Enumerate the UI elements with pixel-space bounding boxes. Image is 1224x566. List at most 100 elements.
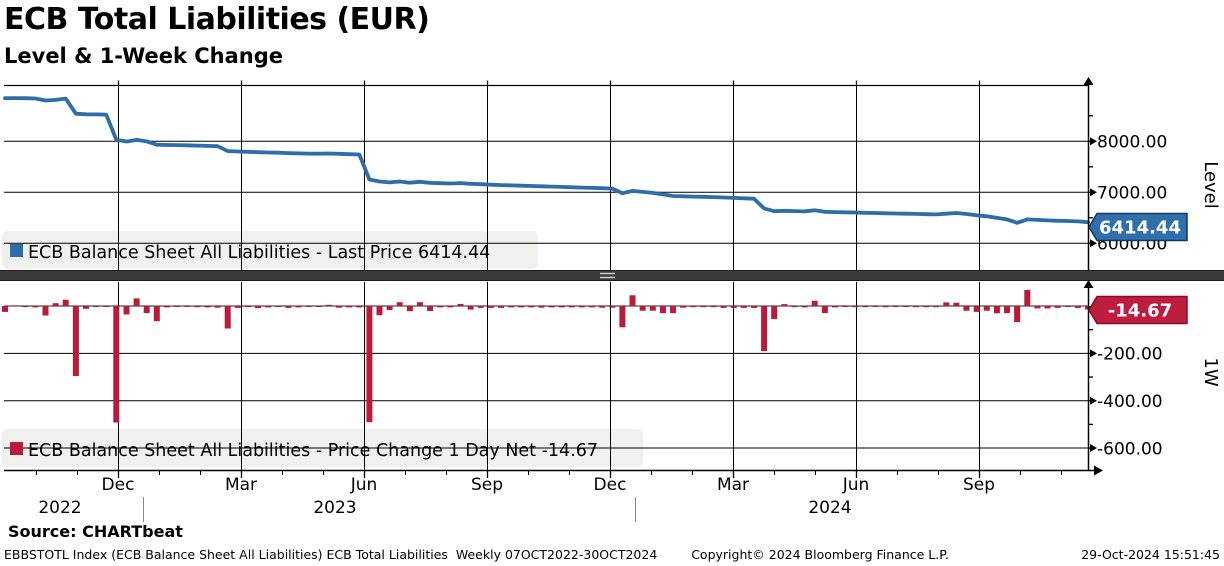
x-axis-arrow-right (1094, 465, 1103, 476)
change-bar (619, 306, 626, 328)
change-bar (882, 306, 889, 308)
change-bar (609, 306, 616, 308)
change-bar (62, 299, 69, 306)
change-bar (589, 306, 595, 308)
change-bar (234, 306, 241, 308)
change-bar (467, 306, 474, 310)
change-bar (892, 306, 899, 307)
change-bar (336, 306, 342, 308)
legend-level-marker (10, 244, 23, 257)
change-bar (902, 306, 909, 307)
change-bar (204, 306, 211, 308)
page-title: ECB Total Liabilities (EUR) (4, 2, 430, 37)
change-bar (376, 306, 383, 316)
change-bar (72, 306, 79, 377)
change-bar (953, 302, 960, 306)
change-bar (670, 306, 676, 314)
change-bar (184, 306, 191, 307)
change-bar (498, 306, 504, 308)
xlabel-mar-2023: Mar (225, 475, 257, 495)
change-bar (487, 306, 494, 308)
change-bar (346, 306, 353, 308)
change-bar (437, 306, 444, 308)
change-bar (599, 306, 606, 308)
xlabel-jun-2024: Jun (842, 475, 870, 495)
change-bar (123, 306, 130, 315)
change-bar (659, 306, 666, 314)
level-tick-7000: 7000.00 (1097, 184, 1167, 204)
change-bar (305, 306, 312, 307)
change-bar (477, 306, 484, 308)
change-bar (933, 306, 940, 308)
footer-timestamp: 29-Oct-2024 15:51:45 (1081, 547, 1220, 562)
change-bar (1034, 306, 1041, 309)
last-change-badge-value: -14.67 (1108, 301, 1172, 322)
change-bar (923, 306, 930, 308)
1w-axis-arrow-up (1083, 280, 1094, 288)
change-bar (295, 306, 302, 308)
change-bar (255, 306, 261, 309)
xlabel-year-2024: 2024 (808, 498, 851, 518)
change-bar (730, 306, 737, 308)
change-bar (83, 306, 89, 309)
panel-separator (0, 270, 1224, 281)
page-subtitle: Level & 1-Week Change (4, 44, 284, 68)
level-line (3, 96, 1090, 225)
change-bar (993, 306, 1000, 314)
change-bar (872, 306, 879, 307)
change-bar (720, 306, 727, 308)
change-bar (1064, 306, 1071, 307)
legend-level-label: ECB Balance Sheet All Liabilities - Last… (28, 243, 490, 263)
axis-name-level: Level (1200, 161, 1221, 209)
change-bar (801, 306, 808, 308)
footer-copyright: Copyright© 2024 Bloomberg Finance L.P. (691, 547, 949, 562)
change-tick-m400: -400.00 (1097, 392, 1163, 412)
change-bar (244, 306, 251, 308)
last-change-badge: -14.67 (1088, 295, 1188, 325)
change-bar (22, 306, 29, 307)
change-tick-m200: -200.00 (1097, 345, 1163, 365)
legend-change-label: ECB Balance Sheet All Liabilities - Pric… (28, 441, 598, 461)
change-bar (103, 306, 110, 307)
legend-level[interactable]: ECB Balance Sheet All Liabilities - Last… (10, 243, 490, 263)
change-bar (315, 306, 322, 307)
legend-change-marker (10, 442, 23, 455)
source-label: Source: CHARTbeat (8, 522, 183, 541)
change-bar (578, 306, 585, 308)
xlabel-year-2023: 2023 (313, 498, 356, 518)
xlabel-dec-2023: Dec (594, 475, 627, 495)
xlabel-year-2022: 2022 (38, 498, 81, 518)
change-bar (427, 306, 434, 311)
y-major-tick-arrow (1090, 444, 1097, 453)
change-bar (32, 306, 39, 308)
change-bar (93, 306, 100, 307)
change-bar (1044, 306, 1051, 309)
change-bar (1014, 306, 1021, 323)
change-bar (417, 302, 423, 306)
change-bar (680, 306, 687, 308)
legend-change[interactable]: ECB Balance Sheet All Liabilities - Pric… (10, 441, 598, 461)
xlabel-mar-2024: Mar (717, 475, 749, 495)
change-bar (133, 298, 140, 306)
change-bar (153, 306, 160, 322)
change-bar (356, 306, 363, 308)
panel-splitter-handle[interactable] (600, 272, 615, 279)
change-bar (690, 306, 697, 308)
change-bar (943, 302, 950, 306)
change-bar (174, 306, 181, 307)
change-bar (740, 306, 747, 308)
change-bar (447, 306, 454, 308)
change-bar (214, 306, 221, 308)
change-bar (163, 306, 170, 308)
change-bar (224, 306, 231, 329)
change-bar (761, 306, 768, 351)
change-bar (538, 306, 545, 308)
change-bar (983, 306, 990, 311)
xlabel-dec-2022: Dec (102, 475, 135, 495)
change-bar (194, 306, 201, 308)
change-bar (912, 306, 919, 308)
change-bar (386, 306, 393, 310)
change-bar (821, 306, 828, 314)
